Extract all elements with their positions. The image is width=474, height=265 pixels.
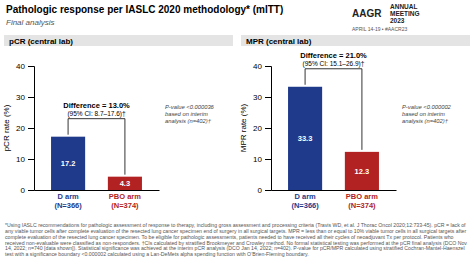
y-tick-label: 20 <box>16 124 25 133</box>
subtitle: Final analysis <box>6 18 54 27</box>
y-tick-label: 40 <box>16 62 25 71</box>
y-tick: 0 <box>21 186 34 195</box>
footnote: *Using IASLC recommendations for patholo… <box>5 222 467 257</box>
x-tick: D arm(N=366) <box>54 190 82 210</box>
y-axis-line <box>265 67 272 191</box>
data-label: 12.3 <box>355 167 370 176</box>
y-axis: 0 10 20 30 40 <box>253 62 271 195</box>
x-axis-line <box>35 190 160 191</box>
plot-area: 0 10 20 30 40 D arm(N=366) PBO arm(N=374) 33.3 1… <box>253 51 452 210</box>
data-label: 17.2 <box>61 159 76 168</box>
bar <box>345 152 379 190</box>
y-tick-mark <box>265 128 271 129</box>
chart-root: Pathologic response per IASLC 2020 metho… <box>0 0 474 265</box>
y-tick: 10 <box>16 155 34 164</box>
difference-annotation: Difference = 13.0% <box>63 101 130 110</box>
panel: pCR (central lab) 0 10 20 30 40 D arm(N=366) PB… <box>2 35 233 210</box>
bracket-leg <box>124 119 125 175</box>
header-annotation: 2023 <box>390 17 405 24</box>
y-axis: 0 10 20 30 40 <box>16 62 34 195</box>
y-tick-label: 10 <box>253 155 262 164</box>
ci-annotation: (95% CI: 8.7–17.6)† <box>67 110 126 118</box>
x-tick-label: D arm(N=366) <box>54 192 82 210</box>
x-axis-line <box>272 190 397 191</box>
x-tick: PBO arm(N=374) <box>346 190 378 210</box>
y-axis-title: MPR rate (%) <box>239 103 248 152</box>
y-tick-mark <box>265 190 271 191</box>
ci-annotation: (95% CI: 15.1–26.9)† <box>303 60 365 68</box>
panel: MPR (central lab) 0 10 20 30 40 D arm(N=366) PB… <box>239 35 470 210</box>
y-tick: 10 <box>253 155 271 164</box>
y-tick-label: 0 <box>258 186 263 195</box>
x-tick-label: PBO arm(N=374) <box>346 192 378 210</box>
y-tick: 30 <box>253 93 271 102</box>
y-tick: 40 <box>253 62 271 71</box>
y-tick-mark <box>265 159 271 160</box>
y-tick-mark <box>28 159 34 160</box>
panel-title-strip <box>241 35 470 46</box>
y-tick: 40 <box>16 62 34 71</box>
y-tick-label: 10 <box>16 155 25 164</box>
bracket-top <box>305 68 362 69</box>
y-tick-label: 0 <box>21 186 26 195</box>
bar <box>108 177 142 190</box>
x-axis: D arm(N=366) PBO arm(N=374) <box>35 190 160 210</box>
bracket-leg <box>305 69 306 85</box>
header-annotation: APRIL 14-19 • #AACR23 <box>352 26 407 32</box>
header-annotation: ANNUAL <box>390 3 417 10</box>
y-tick: 30 <box>16 93 34 102</box>
bracket-top <box>68 118 125 119</box>
y-tick-mark <box>265 97 271 98</box>
bracket <box>68 119 125 175</box>
header-annotation: AAGR <box>352 8 382 19</box>
y-tick-label: 40 <box>253 62 262 71</box>
y-axis-title: pCR rate (%) <box>2 104 11 151</box>
panel-title: pCR (central lab) <box>9 37 73 46</box>
pvalue-annotation: P-value <0.000002based on interimanalysi… <box>402 104 452 123</box>
y-tick-label: 30 <box>16 93 25 102</box>
bracket <box>305 69 362 150</box>
y-tick-label: 20 <box>253 124 262 133</box>
header-annotation: MEETING <box>390 10 420 17</box>
bar <box>288 87 322 190</box>
x-tick-label: D arm(N=366) <box>291 192 319 210</box>
y-tick-mark <box>28 97 34 98</box>
y-tick-mark <box>28 128 34 129</box>
bracket-leg <box>68 119 69 135</box>
y-tick: 20 <box>16 124 34 133</box>
title: Pathologic response per IASLC 2020 metho… <box>6 4 283 15</box>
panel-title: MPR (central lab) <box>246 37 312 46</box>
plot-area: 0 10 20 30 40 D arm(N=366) PBO arm(N=374) 17.2 4… <box>16 62 215 210</box>
bars <box>51 137 142 190</box>
x-tick: D arm(N=366) <box>291 190 319 210</box>
bars <box>288 87 379 190</box>
y-tick-label: 30 <box>253 93 262 102</box>
y-tick: 20 <box>253 124 271 133</box>
panel-title-strip <box>4 35 233 46</box>
y-axis-line <box>28 67 35 191</box>
y-tick-mark <box>28 66 34 67</box>
x-tick-label: PBO arm(N=374) <box>109 192 141 210</box>
bracket-leg <box>361 69 362 150</box>
bar <box>51 137 85 190</box>
data-labels: 33.3 12.3 <box>298 134 369 176</box>
data-labels: 17.2 4.3 <box>61 159 130 188</box>
x-tick: PBO arm(N=374) <box>109 190 141 210</box>
y-tick-mark <box>265 66 271 67</box>
difference-annotation: Difference = 21.0% <box>300 51 367 60</box>
y-tick: 0 <box>258 186 271 195</box>
data-label: 4.3 <box>120 179 130 188</box>
y-tick-mark <box>28 190 34 191</box>
pvalue-annotation: P-value <0.000036based on interimanalysi… <box>165 104 215 123</box>
data-label: 33.3 <box>298 134 313 143</box>
x-axis: D arm(N=366) PBO arm(N=374) <box>272 190 397 210</box>
